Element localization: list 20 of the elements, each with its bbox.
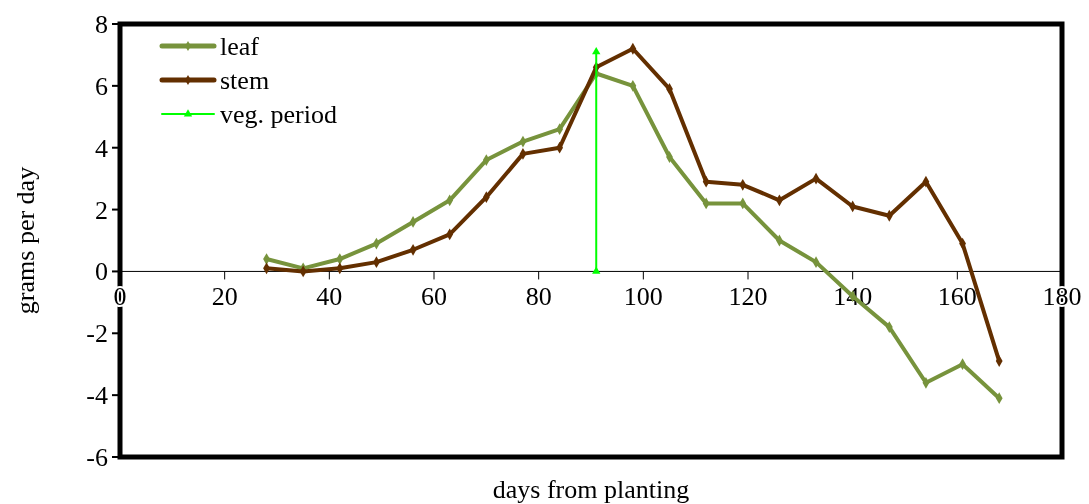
y-tick-label: 6 (95, 71, 108, 101)
y-tick-label: -6 (86, 443, 108, 472)
y-tick-label: 4 (95, 133, 108, 163)
y-tick-label: -4 (86, 381, 108, 411)
legend-label: stem (220, 66, 270, 95)
legend-label: leaf (220, 32, 260, 61)
x-tick-label: 120 (728, 282, 768, 312)
y-tick-label: 2 (95, 195, 108, 225)
x-tick-label: 160 (937, 282, 977, 312)
x-axis-title: days from planting (492, 475, 690, 504)
y-tick-label: -2 (86, 319, 108, 349)
y-axis-title: grams per day (11, 166, 40, 315)
x-tick-label: 40 (316, 282, 343, 312)
x-tick-label: 20 (211, 282, 238, 312)
x-tick-label: 80 (525, 282, 552, 312)
y-tick-label: 0 (95, 257, 108, 287)
x-tick-label: 100 (623, 282, 663, 312)
x-tick-label: 60 (421, 282, 447, 312)
legend-label: veg. period (220, 100, 337, 129)
y-tick-label: 8 (95, 10, 108, 39)
